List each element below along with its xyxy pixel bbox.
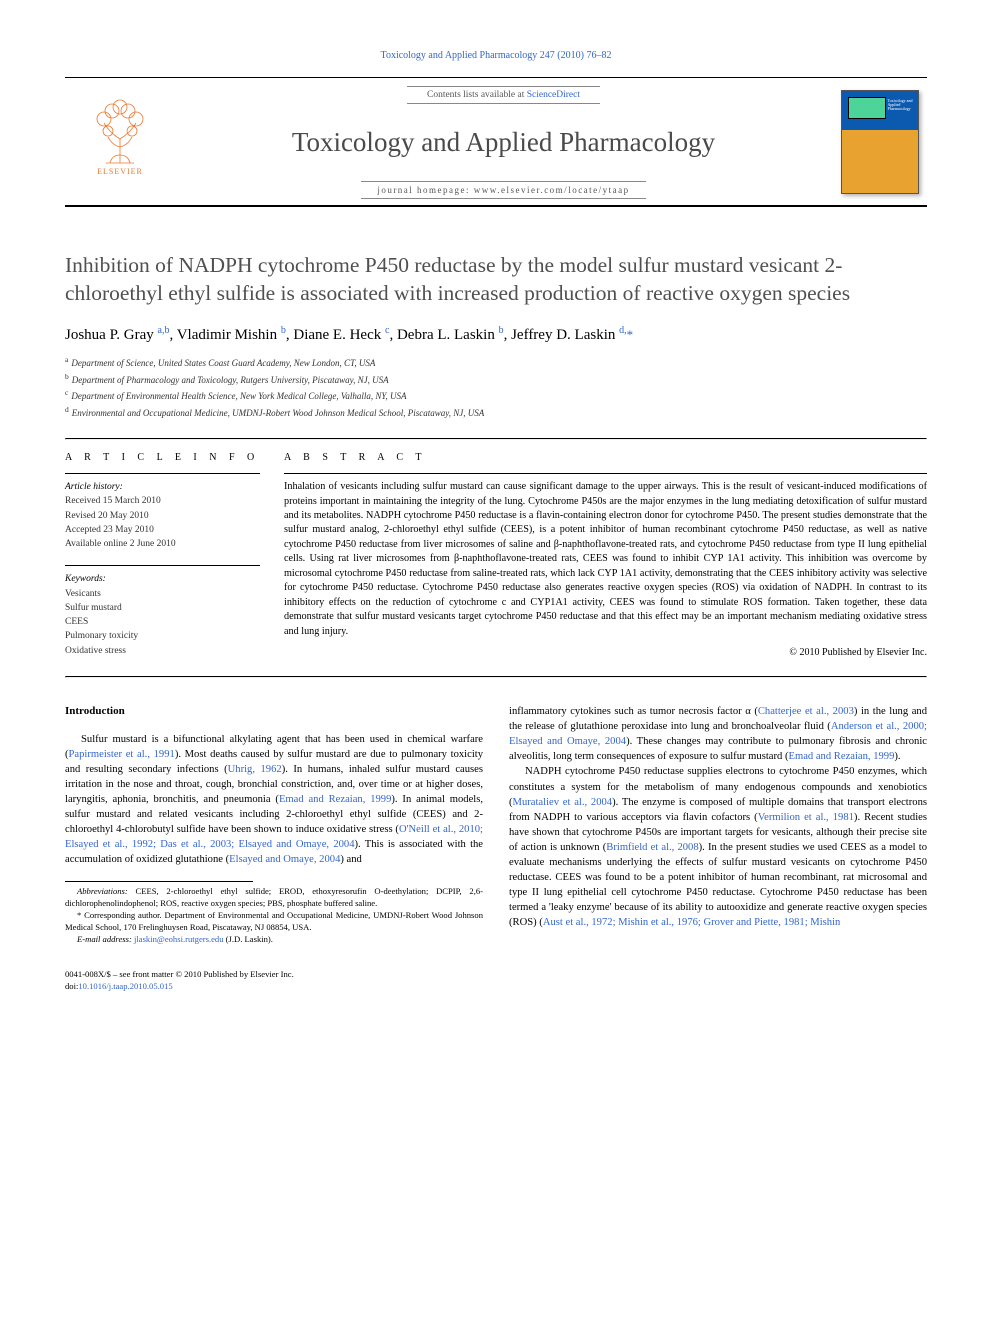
abstract-heading: A B S T R A C T bbox=[284, 452, 927, 463]
running-head: Toxicology and Applied Pharmacology 247 … bbox=[65, 50, 927, 61]
article-history: Article history: Received 15 March 2010 … bbox=[65, 473, 260, 551]
citation-link[interactable]: Murataliev et al., 2004 bbox=[513, 797, 613, 808]
abbreviations-footnote: Abbreviations: CEES, 2-chloroethyl ethyl… bbox=[65, 886, 483, 910]
citation-link[interactable]: Aust et al., 1972; Mishin et al., 1976; … bbox=[543, 917, 840, 928]
abstract-copyright: © 2010 Published by Elsevier Inc. bbox=[284, 647, 927, 658]
elsevier-wordmark: ELSEVIER bbox=[97, 167, 143, 176]
citation-link[interactable]: Papirmeister et al., 1991 bbox=[69, 749, 175, 760]
doi-link[interactable]: 10.1016/j.taap.2010.05.015 bbox=[78, 981, 172, 991]
author-5: Jeffrey D. Laskin bbox=[511, 327, 619, 343]
sciencedirect-link[interactable]: ScienceDirect bbox=[527, 90, 580, 100]
journal-name: Toxicology and Applied Pharmacology bbox=[292, 127, 715, 158]
article-title: Inhibition of NADPH cytochrome P450 redu… bbox=[65, 252, 927, 307]
elsevier-logo: ELSEVIER bbox=[81, 97, 159, 187]
journal-homepage-line: journal homepage: www.elsevier.com/locat… bbox=[361, 181, 645, 199]
keyword-3: Pulmonary toxicity bbox=[65, 629, 260, 643]
journal-cover-thumbnail: Toxicology and Applied Pharmacology bbox=[841, 90, 919, 194]
author-3: Diane E. Heck bbox=[293, 327, 385, 343]
history-accepted: Accepted 23 May 2010 bbox=[65, 523, 260, 537]
keyword-1: Sulfur mustard bbox=[65, 601, 260, 615]
intro-para-1-continued: inflammatory cytokines such as tumor nec… bbox=[509, 704, 927, 764]
cover-accent-box bbox=[848, 97, 886, 119]
affiliation-c: cDepartment of Environmental Health Scie… bbox=[65, 387, 927, 404]
masthead-center: Contents lists available at ScienceDirec… bbox=[175, 78, 832, 205]
front-matter-line: 0041-008X/$ – see front matter © 2010 Pu… bbox=[65, 968, 927, 980]
abstract-column: A B S T R A C T Inhalation of vesicants … bbox=[284, 440, 927, 676]
masthead: ELSEVIER Contents lists available at Sci… bbox=[65, 77, 927, 207]
elsevier-tree-icon bbox=[90, 97, 150, 165]
body-column-left: Introduction Sulfur mustard is a bifunct… bbox=[65, 704, 483, 945]
abbrev-label: Abbreviations: bbox=[77, 886, 128, 896]
citation-link[interactable]: Brimfield et al., 2008 bbox=[606, 842, 698, 853]
affiliations: aDepartment of Science, United States Co… bbox=[65, 354, 927, 420]
authors-line: Joshua P. Gray a,b, Vladimir Mishin b, D… bbox=[65, 325, 927, 344]
keyword-2: CEES bbox=[65, 615, 260, 629]
history-title: Article history: bbox=[65, 480, 260, 494]
body-column-right: inflammatory cytokines such as tumor nec… bbox=[509, 704, 927, 945]
email-link[interactable]: jlaskin@eohsi.rutgers.edu bbox=[134, 934, 224, 944]
citation-link[interactable]: Uhrig, 1962 bbox=[228, 764, 282, 775]
page-footer: 0041-008X/$ – see front matter © 2010 Pu… bbox=[65, 968, 927, 992]
corresponding-author-footnote: * Corresponding author. Department of En… bbox=[65, 910, 483, 934]
intro-para-1: Sulfur mustard is a bifunctional alkylat… bbox=[65, 732, 483, 867]
abstract-text: Inhalation of vesicants including sulfur… bbox=[284, 473, 927, 639]
history-received: Received 15 March 2010 bbox=[65, 494, 260, 508]
citation-link[interactable]: Emad and Rezaian, 1999 bbox=[279, 794, 391, 805]
footnotes: Abbreviations: CEES, 2-chloroethyl ethyl… bbox=[65, 886, 483, 945]
author-5-affil: d, bbox=[619, 325, 627, 336]
history-revised: Revised 20 May 2010 bbox=[65, 509, 260, 523]
author-4: Debra L. Laskin bbox=[397, 327, 499, 343]
publisher-logo-area: ELSEVIER bbox=[65, 78, 175, 205]
affiliation-d: dEnvironmental and Occupational Medicine… bbox=[65, 404, 927, 421]
keywords-title: Keywords: bbox=[65, 572, 260, 586]
doi-line: doi:10.1016/j.taap.2010.05.015 bbox=[65, 980, 927, 992]
citation-link[interactable]: Emad and Rezaian, 1999 bbox=[789, 751, 895, 762]
history-online: Available online 2 June 2010 bbox=[65, 537, 260, 551]
author-1: Joshua P. Gray bbox=[65, 327, 158, 343]
intro-para-2: NADPH cytochrome P450 reductase supplies… bbox=[509, 764, 927, 929]
contents-lists-line: Contents lists available at ScienceDirec… bbox=[407, 86, 600, 104]
author-2: Vladimir Mishin bbox=[177, 327, 281, 343]
footnote-separator bbox=[65, 881, 253, 882]
article-info-heading: A R T I C L E I N F O bbox=[65, 452, 260, 463]
author-1-affil: a,b bbox=[158, 325, 170, 336]
divider bbox=[65, 676, 927, 678]
contents-lists-text: Contents lists available at bbox=[427, 90, 524, 100]
info-abstract-row: A R T I C L E I N F O Article history: R… bbox=[65, 440, 927, 676]
affiliation-b: bDepartment of Pharmacology and Toxicolo… bbox=[65, 371, 927, 388]
cover-caption: Toxicology and Applied Pharmacology bbox=[888, 99, 914, 112]
citation-link[interactable]: Vermilion et al., 1981 bbox=[758, 812, 854, 823]
email-footnote: E-mail address: jlaskin@eohsi.rutgers.ed… bbox=[65, 934, 483, 946]
body-columns: Introduction Sulfur mustard is a bifunct… bbox=[65, 704, 927, 945]
corresponding-author-star-icon: * bbox=[627, 327, 634, 342]
keyword-0: Vesicants bbox=[65, 587, 260, 601]
intro-heading: Introduction bbox=[65, 704, 483, 720]
keywords-block: Keywords: Vesicants Sulfur mustard CEES … bbox=[65, 565, 260, 658]
article-info: A R T I C L E I N F O Article history: R… bbox=[65, 440, 260, 676]
affiliation-a: aDepartment of Science, United States Co… bbox=[65, 354, 927, 371]
keyword-4: Oxidative stress bbox=[65, 644, 260, 658]
masthead-right: Toxicology and Applied Pharmacology bbox=[832, 78, 927, 205]
citation-link[interactable]: Elsayed and Omaye, 2004 bbox=[229, 854, 340, 865]
email-label: E-mail address: bbox=[77, 934, 132, 944]
citation-link[interactable]: Chatterjee et al., 2003 bbox=[758, 706, 854, 717]
